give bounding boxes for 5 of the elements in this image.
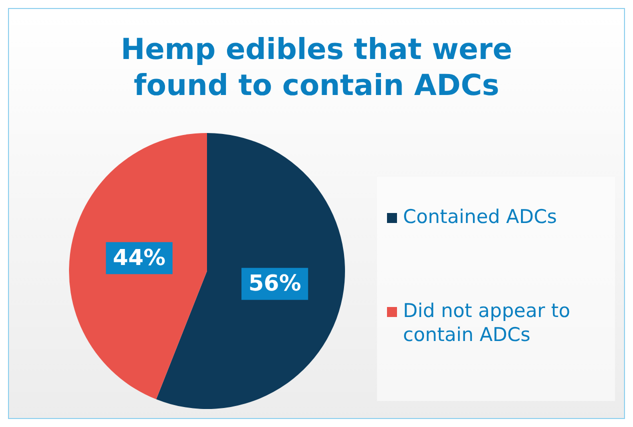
data-label: 56% xyxy=(248,272,302,297)
legend-label: Contained ADCs xyxy=(403,205,558,229)
legend-label: Did not appear to contain ADCs xyxy=(403,299,572,347)
data-label: 44% xyxy=(112,246,166,271)
chart-title: Hemp edibles that were found to contain ADCs xyxy=(120,31,514,103)
